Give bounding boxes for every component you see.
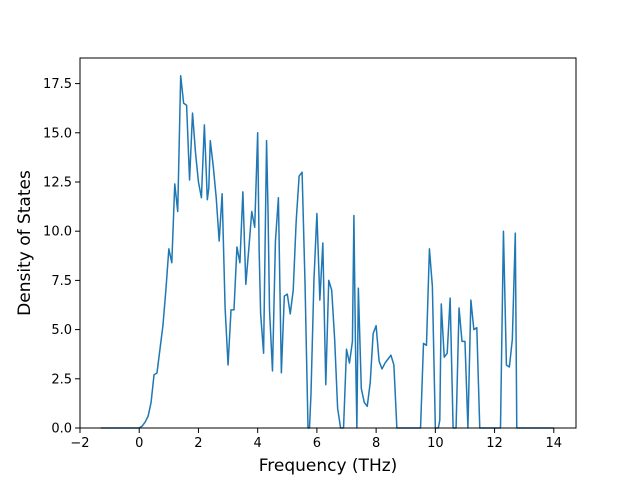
- y-tick-label: 17.5: [43, 77, 72, 92]
- y-tick-label: 15.0: [43, 126, 72, 141]
- plot-area: [100, 74, 554, 429]
- x-tick-label: 0: [135, 436, 143, 451]
- x-tick-label: 4: [254, 436, 262, 451]
- axes-frame: [79, 57, 577, 429]
- y-tick-label: 0.0: [51, 422, 72, 437]
- y-axis-label: Density of States: [15, 170, 35, 316]
- y-tick-label: 2.5: [51, 372, 72, 387]
- axis-ticks: −2 0 2 4 6 8 10 12 14 0.0 2.5 5.0 7.5 10.0 12.5 15.0 17.…: [43, 77, 562, 451]
- y-tick-label: 5.0: [51, 323, 72, 338]
- y-tick-label: 12.5: [43, 175, 72, 190]
- x-axis-label: Frequency (THz): [259, 456, 398, 476]
- x-tick-label: 12: [486, 436, 503, 451]
- y-tick-label: 10.0: [43, 225, 72, 240]
- y-tick-label: 7.5: [51, 274, 72, 289]
- x-tick-label: 6: [313, 436, 321, 451]
- x-tick-label: −2: [70, 436, 89, 451]
- x-tick-label: 14: [546, 436, 563, 451]
- x-tick-label: 8: [372, 436, 380, 451]
- x-tick-label: 2: [194, 436, 202, 451]
- dos-line-0: [100, 74, 554, 429]
- x-tick-label: 10: [427, 436, 444, 451]
